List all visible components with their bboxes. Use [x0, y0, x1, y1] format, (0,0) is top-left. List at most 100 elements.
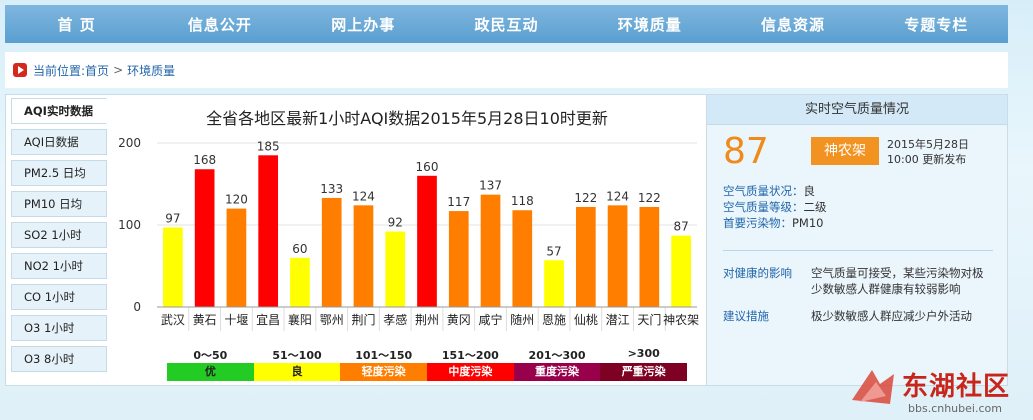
bar-value-label: 124 — [352, 189, 375, 203]
legend-range: 101～150 — [355, 349, 413, 362]
breadcrumb-home-link[interactable]: 首页 — [85, 63, 110, 78]
bar — [163, 227, 183, 307]
x-tick-label: 咸宁 — [479, 312, 503, 327]
legend-level: 轻度污染 — [340, 363, 428, 381]
x-tick-label: 荆州 — [415, 313, 439, 327]
x-tick-label: 襄阳 — [288, 312, 312, 327]
primary-pollutant-value: PM10 — [792, 216, 824, 230]
bar-value-label: 117 — [447, 195, 470, 209]
nav-home[interactable]: 首 页 — [57, 15, 96, 34]
nav-info-public[interactable]: 信息公开 — [187, 15, 252, 34]
tab-pm10-daily[interactable]: PM10 日均 — [11, 191, 107, 217]
x-tick-label: 黄冈 — [447, 313, 471, 327]
bar-value-label: 120 — [225, 193, 248, 207]
pollutant-tabs: AQI实时数据 AQI日数据 PM2.5 日均 PM10 日均 SO2 1小时 … — [11, 98, 107, 377]
legend-range: 51～100 — [272, 349, 322, 362]
legend-range: 201～300 — [528, 349, 586, 362]
bar-value-label: 60 — [292, 242, 307, 256]
bar — [544, 260, 564, 307]
bar — [448, 211, 469, 307]
legend-level: 严重污染 — [600, 363, 688, 381]
primary-pollutant-row: 首要污染物：PM10 — [723, 215, 827, 231]
y-tick-label: 200 — [118, 136, 141, 150]
realtime-panel-header: 实时空气质量情况 — [707, 95, 1007, 125]
y-tick-label: 0 — [133, 300, 141, 314]
nav-interaction[interactable]: 政民互动 — [474, 15, 539, 34]
y-tick-label: 100 — [118, 218, 141, 232]
bar — [226, 208, 247, 307]
bar — [512, 210, 533, 307]
health-impact-label: 对健康的影响 — [723, 266, 792, 280]
realtime-panel: 实时空气质量情况 87 神农架 2015年5月28日 10:00 更新发布 空气… — [706, 95, 1007, 385]
site-watermark: 东湖社区 bbs.cnhubei.com — [850, 360, 1033, 420]
bar-value-label: 137 — [479, 179, 502, 193]
bar-value-label: 122 — [574, 191, 597, 205]
bar-value-label: 185 — [257, 139, 280, 153]
bar — [194, 169, 215, 307]
x-tick-label: 武汉 — [161, 313, 185, 327]
quality-status-label: 空气质量状况： — [723, 184, 804, 198]
nav-info-resources[interactable]: 信息资源 — [761, 15, 826, 34]
bar — [671, 235, 691, 307]
x-tick-label: 宜昌 — [256, 312, 280, 327]
aqi-panel: AQI实时数据 AQI日数据 PM2.5 日均 PM10 日均 SO2 1小时 … — [5, 94, 1008, 386]
legend-level: 中度污染 — [427, 363, 514, 381]
x-tick-label: 十堰 — [224, 313, 248, 327]
advice-value: 极少数敏感人群应减少户外活动 — [811, 309, 972, 323]
quality-level-value: 二级 — [803, 200, 827, 214]
bar-value-label: 168 — [193, 153, 216, 167]
quality-info: 空气质量状况：良 空气质量等级：二级 首要污染物：PM10 — [723, 183, 827, 231]
nav-online-service[interactable]: 网上办事 — [331, 15, 396, 34]
aqi-legend: 0～50 51～100 101～150 151～200 201～300 >300 优良轻度… — [167, 347, 688, 381]
bar-value-label: 118 — [511, 194, 534, 208]
legend-range: 0～50 — [193, 349, 228, 362]
advice-label: 建议措施 — [723, 309, 769, 323]
nav-env-quality[interactable]: 环境质量 — [617, 15, 682, 34]
tab-no2-hourly[interactable]: NO2 1小时 — [11, 253, 107, 279]
primary-pollutant-label: 首要污染物： — [723, 216, 792, 230]
watermark-logo-icon — [852, 370, 894, 404]
station-badge[interactable]: 神农架 — [811, 137, 879, 165]
bar-value-label: 92 — [388, 216, 403, 230]
advice-row: 建议措施 极少数敏感人群应减少户外活动 — [723, 308, 991, 324]
tab-aqi-daily[interactable]: AQI日数据 — [11, 129, 107, 155]
bar-value-label: 133 — [320, 182, 343, 196]
bar — [353, 205, 374, 307]
breadcrumb-current-link[interactable]: 环境质量 — [127, 63, 176, 78]
legend-level: 优 — [167, 363, 254, 381]
bar-value-label: 97 — [165, 211, 180, 225]
bar — [639, 206, 660, 307]
tab-o3-8hour[interactable]: O3 8小时 — [11, 346, 107, 372]
legend-levels: 优良轻度污染 中度污染 重度污染 严重污染 — [167, 363, 688, 381]
tab-co-hourly[interactable]: CO 1小时 — [11, 284, 107, 310]
bar — [417, 175, 437, 307]
bar — [321, 197, 342, 307]
tab-aqi-realtime[interactable]: AQI实时数据 — [11, 98, 107, 124]
x-tick-label: 鄂州 — [320, 313, 344, 327]
bar — [385, 231, 406, 307]
aqi-chart: 全省各地区最新1小时AQI数据2015年5月28日10时更新 0 100 200 97… — [107, 95, 707, 385]
tab-o3-hourly[interactable]: O3 1小时 — [11, 315, 107, 341]
divider — [723, 250, 993, 251]
bar-value-label: 124 — [606, 189, 629, 203]
x-tick-label: 恩施 — [542, 313, 566, 327]
quality-level-label: 空气质量等级： — [723, 200, 804, 214]
x-tick-label: 黄石 — [193, 313, 217, 327]
legend-level: 良 — [253, 363, 341, 381]
tab-pm25-daily[interactable]: PM2.5 日均 — [11, 160, 107, 186]
x-tick-label: 潜江 — [606, 313, 630, 327]
watermark-url: bbs.cnhubei.com — [908, 402, 1002, 415]
quality-level-row: 空气质量等级：二级 — [723, 199, 827, 215]
health-impact-value: 空气质量可接受，某些污染物对极少数敏感人群健康有较弱影响 — [811, 266, 984, 296]
nav-special-topics[interactable]: 专题专栏 — [904, 15, 969, 34]
bar — [575, 206, 596, 307]
bar-value-label: 87 — [673, 220, 688, 234]
top-nav: 首 页 信息公开 网上办事 政民互动 环境质量 信息资源 专题专栏 — [5, 5, 1008, 43]
legend-ranges: 0～50 51～100 101～150 151～200 201～300 >300 — [167, 347, 687, 363]
quality-status-value: 良 — [803, 184, 816, 198]
x-tick-label: 随州 — [510, 312, 534, 327]
tab-so2-hourly[interactable]: SO2 1小时 — [11, 222, 107, 248]
bar — [480, 194, 501, 307]
bar — [290, 257, 310, 307]
bar-value-label: 122 — [638, 191, 661, 205]
